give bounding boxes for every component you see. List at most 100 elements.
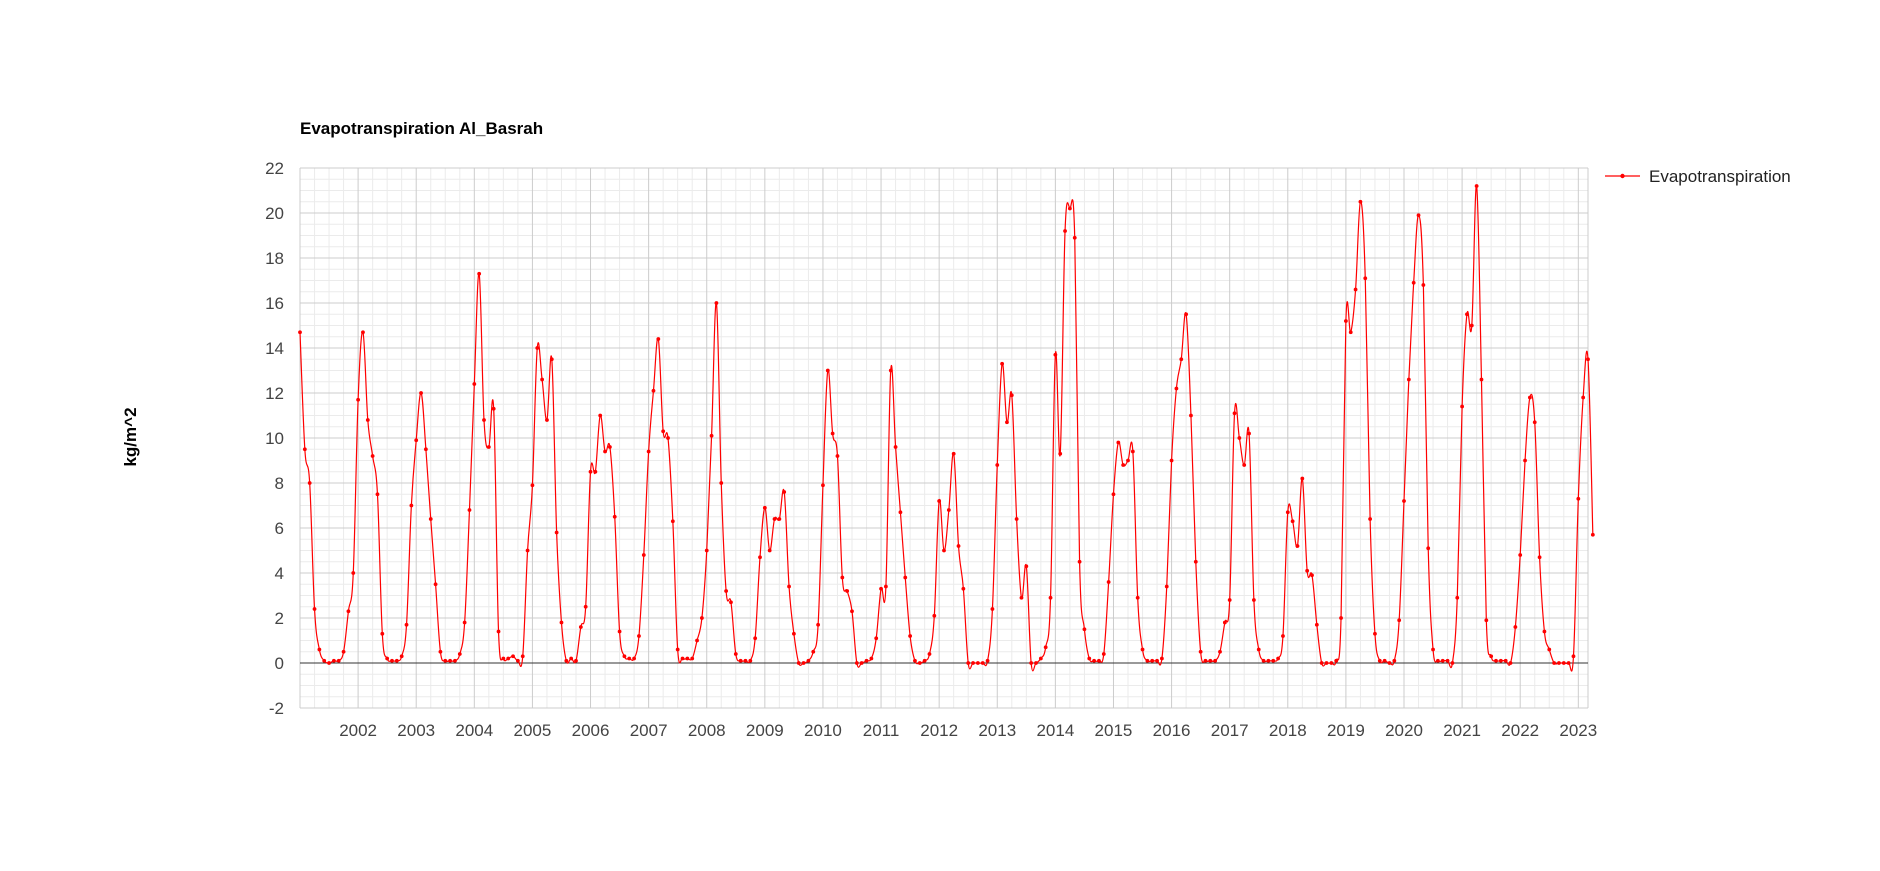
data-point <box>361 330 365 335</box>
data-point <box>1009 393 1014 398</box>
data-point <box>835 454 840 458</box>
x-tick-label: 2003 <box>397 721 435 740</box>
data-point <box>1237 436 1242 440</box>
data-point <box>966 661 971 665</box>
data-point <box>559 620 564 625</box>
data-point <box>961 586 966 591</box>
data-point <box>864 658 869 663</box>
data-point <box>888 368 893 373</box>
data-point <box>1184 312 1189 317</box>
data-point <box>1266 658 1271 663</box>
data-point <box>1087 656 1092 661</box>
data-point <box>1247 431 1251 436</box>
x-tick-label: 2022 <box>1501 721 1539 740</box>
x-tick-label: 2008 <box>688 721 726 740</box>
data-point <box>772 517 777 521</box>
data-point <box>482 418 486 422</box>
data-point <box>1324 661 1329 665</box>
data-point <box>1111 492 1116 497</box>
data-point <box>1169 458 1174 463</box>
data-point <box>1024 564 1029 569</box>
data-point <box>607 445 612 449</box>
data-point <box>423 447 428 452</box>
data-point <box>404 622 409 627</box>
y-tick-label: 6 <box>275 519 284 538</box>
data-point <box>346 609 351 614</box>
data-point <box>1373 631 1377 636</box>
y-tick-label: -2 <box>269 699 284 718</box>
data-point <box>946 508 951 512</box>
data-point <box>1242 463 1247 467</box>
legend-label-evapotranspiration: Evapotranspiration <box>1649 167 1791 186</box>
data-point <box>632 656 637 661</box>
data-point <box>1503 658 1508 663</box>
data-point <box>549 357 554 362</box>
data-point <box>825 368 830 373</box>
data-point <box>1561 661 1566 665</box>
data-point <box>917 661 922 665</box>
data-point <box>869 656 874 661</box>
data-point <box>1460 404 1465 409</box>
data-point <box>685 656 690 661</box>
data-point <box>491 406 496 411</box>
data-point <box>467 508 472 512</box>
data-point <box>327 661 331 665</box>
data-point <box>1387 661 1392 665</box>
data-point <box>1440 658 1445 663</box>
y-axis-ticks: -2 0 2 4 6 8 10 12 14 16 18 20 22 <box>265 159 284 718</box>
data-point <box>1450 661 1455 665</box>
data-point <box>1034 661 1038 665</box>
data-point <box>1465 312 1469 317</box>
data-point <box>1566 661 1571 665</box>
data-point <box>922 658 927 663</box>
data-point <box>1150 658 1155 663</box>
data-point <box>1058 451 1063 456</box>
data-point <box>603 449 607 454</box>
data-point <box>791 631 796 636</box>
data-point <box>1232 411 1237 416</box>
data-point <box>1489 654 1494 659</box>
x-tick-label: 2018 <box>1269 721 1307 740</box>
data-point <box>762 505 767 510</box>
data-point <box>1295 544 1300 548</box>
data-point <box>680 656 685 661</box>
data-point <box>1121 463 1126 467</box>
data-point <box>622 654 627 659</box>
data-point <box>448 658 453 663</box>
data-point <box>1053 352 1058 357</box>
data-point <box>399 654 404 659</box>
data-point <box>1285 510 1290 515</box>
data-point <box>695 638 699 643</box>
data-point <box>1343 319 1348 323</box>
data-point <box>1000 361 1005 366</box>
data-point <box>874 636 879 641</box>
data-point <box>1334 658 1339 663</box>
data-point <box>1281 634 1285 638</box>
data-point <box>385 656 390 661</box>
data-point <box>942 548 946 553</box>
data-point <box>1063 229 1067 233</box>
data-point <box>520 654 525 659</box>
data-point <box>1101 652 1106 656</box>
data-point <box>801 661 806 665</box>
data-point <box>1571 654 1576 659</box>
data-point <box>1072 235 1077 240</box>
x-tick-label: 2015 <box>1095 721 1133 740</box>
data-point <box>545 418 549 422</box>
data-point <box>1421 283 1426 287</box>
data-point <box>462 620 467 625</box>
data-point <box>1019 595 1024 600</box>
data-point <box>1547 647 1552 652</box>
data-point <box>724 589 729 593</box>
data-point <box>1358 199 1363 204</box>
data-point <box>1431 647 1435 652</box>
data-point <box>578 625 583 629</box>
x-tick-label: 2004 <box>455 721 493 740</box>
data-point <box>525 548 530 553</box>
grid-major <box>299 167 1589 709</box>
data-point <box>317 647 322 652</box>
data-point <box>1411 280 1416 285</box>
data-point <box>535 346 540 350</box>
data-point <box>748 658 753 663</box>
x-tick-label: 2011 <box>863 721 900 740</box>
